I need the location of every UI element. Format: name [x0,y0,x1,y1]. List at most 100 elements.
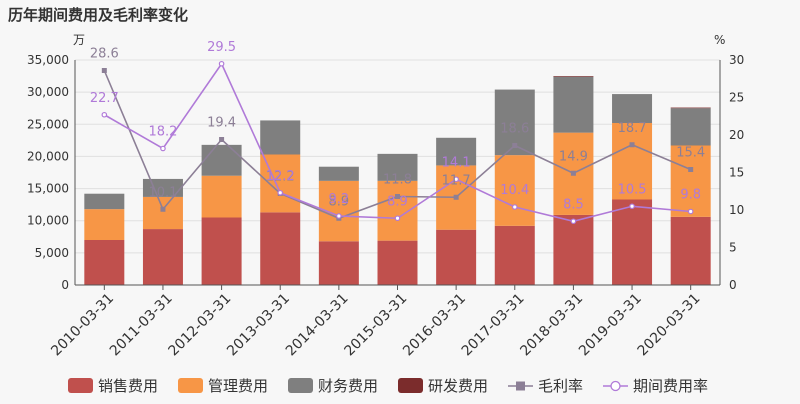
data-label: 15.4 [676,146,705,161]
bar-segment [260,120,301,155]
left-tick-label: 30,000 [27,85,69,99]
data-label: 12.2 [266,169,295,184]
bar-segment [377,180,418,241]
bar-segment [201,217,242,285]
data-label: 10.1 [148,185,177,200]
gross-margin-point [688,167,694,172]
expense-rate-point [336,213,342,219]
data-label: 18.2 [148,125,177,140]
data-label: 19.4 [207,116,236,131]
data-label: 18.7 [618,121,647,136]
data-label: 8.5 [563,197,584,212]
expense-rate-point [511,204,518,210]
left-tick-label: 35,000 [27,53,69,67]
right-tick-label: 0 [729,278,737,292]
data-label: 14.1 [442,155,471,170]
legend-label: 研发费用 [428,377,488,395]
legend-label: 销售费用 [98,377,158,395]
data-label-layer: 28.6 10.1 19.4 12.2 8.9 11.8 11.7 18.6 14.9 18.7 1… [90,40,705,213]
right-tick-label: 5 [729,241,737,255]
data-label: 14.9 [559,149,588,164]
bar-segment [377,153,418,181]
right-tick-label: 30 [729,53,744,67]
expense-rate-point [277,189,284,196]
left-tick-label: 5,000 [35,246,69,260]
gross-margin-point [101,68,107,73]
bar-segment [318,166,359,181]
legend-marker [516,381,525,391]
bar-segment [318,241,359,285]
bar-segment [612,199,653,285]
data-label: 29.5 [207,40,236,55]
left-tick-label: 25,000 [27,117,69,131]
bar-segment [436,229,477,285]
legend-marker [610,380,621,392]
data-label: 8.9 [329,194,350,209]
bar-segment [670,216,711,285]
bar-segment [553,76,594,133]
expense-rate-point [687,208,694,215]
legend-label: 管理费用 [208,377,268,395]
bar-layer [84,76,711,285]
bar-segment [260,212,301,285]
bar-segment [494,155,535,226]
legend-swatch [288,378,313,393]
gross-margin-point [629,142,635,148]
legend-label: 毛利率 [538,377,583,395]
legend-swatch [178,378,203,393]
expense-rate-point [101,111,108,118]
right-tick-label: 10 [729,203,744,217]
data-label: 18.6 [500,122,529,137]
line-layer [101,60,694,225]
right-tick-label: 25 [729,91,744,105]
right-axis-unit: % [714,33,725,47]
expense-rate-point [218,60,225,67]
data-label: 10.5 [618,182,647,197]
bar-segment [142,178,183,197]
bar-segment [142,196,183,230]
gross-margin-point [570,170,576,176]
gross-margin-point [395,194,400,199]
expense-rate-point [160,145,166,152]
bar-segment [84,193,125,210]
gross-margin-point [219,137,225,142]
bar-segment [670,107,711,109]
bar-segment [612,94,653,123]
legend-swatch [68,378,93,393]
data-label: 9.8 [680,188,701,203]
gross-margin-point [453,194,459,200]
data-label: 22.7 [90,91,119,106]
expense-rate-point [453,176,459,183]
bar-segment [142,229,183,285]
data-label: 28.6 [90,47,119,62]
gross-margin-point [512,143,518,148]
expense-rate-point [629,203,635,210]
bar-segment [436,137,477,166]
legend: 销售费用 管理费用 财务费用 研发费用 毛利率 期间费用率 [68,377,708,395]
bar-segment [494,225,535,285]
bar-segment [670,145,711,217]
data-label: 11.7 [442,173,471,188]
bar-segment [612,123,653,200]
expense-rate-point [570,218,577,225]
data-label: 9.2 [329,192,350,207]
chart-title: 历年期间费用及毛利率变化 [8,6,188,24]
data-label: 11.8 [383,173,412,188]
bar-segment [553,214,594,285]
left-axis-unit: 万 [73,33,85,47]
data-label: 12.2 [266,170,295,185]
left-tick-label: 20,000 [27,149,69,163]
data-label: 8.9 [387,194,408,209]
legend-label: 财务费用 [318,377,378,395]
left-tick-label: 10,000 [27,214,69,228]
bar-segment [84,209,125,240]
bar-segment [201,175,242,218]
x-tick-label: 2020-03-31 [635,291,704,360]
expense-rate-point [394,215,401,222]
bar-segment [377,240,418,285]
bar-segment [84,240,125,285]
bar-segment [553,76,594,77]
bar-segment [201,144,242,176]
